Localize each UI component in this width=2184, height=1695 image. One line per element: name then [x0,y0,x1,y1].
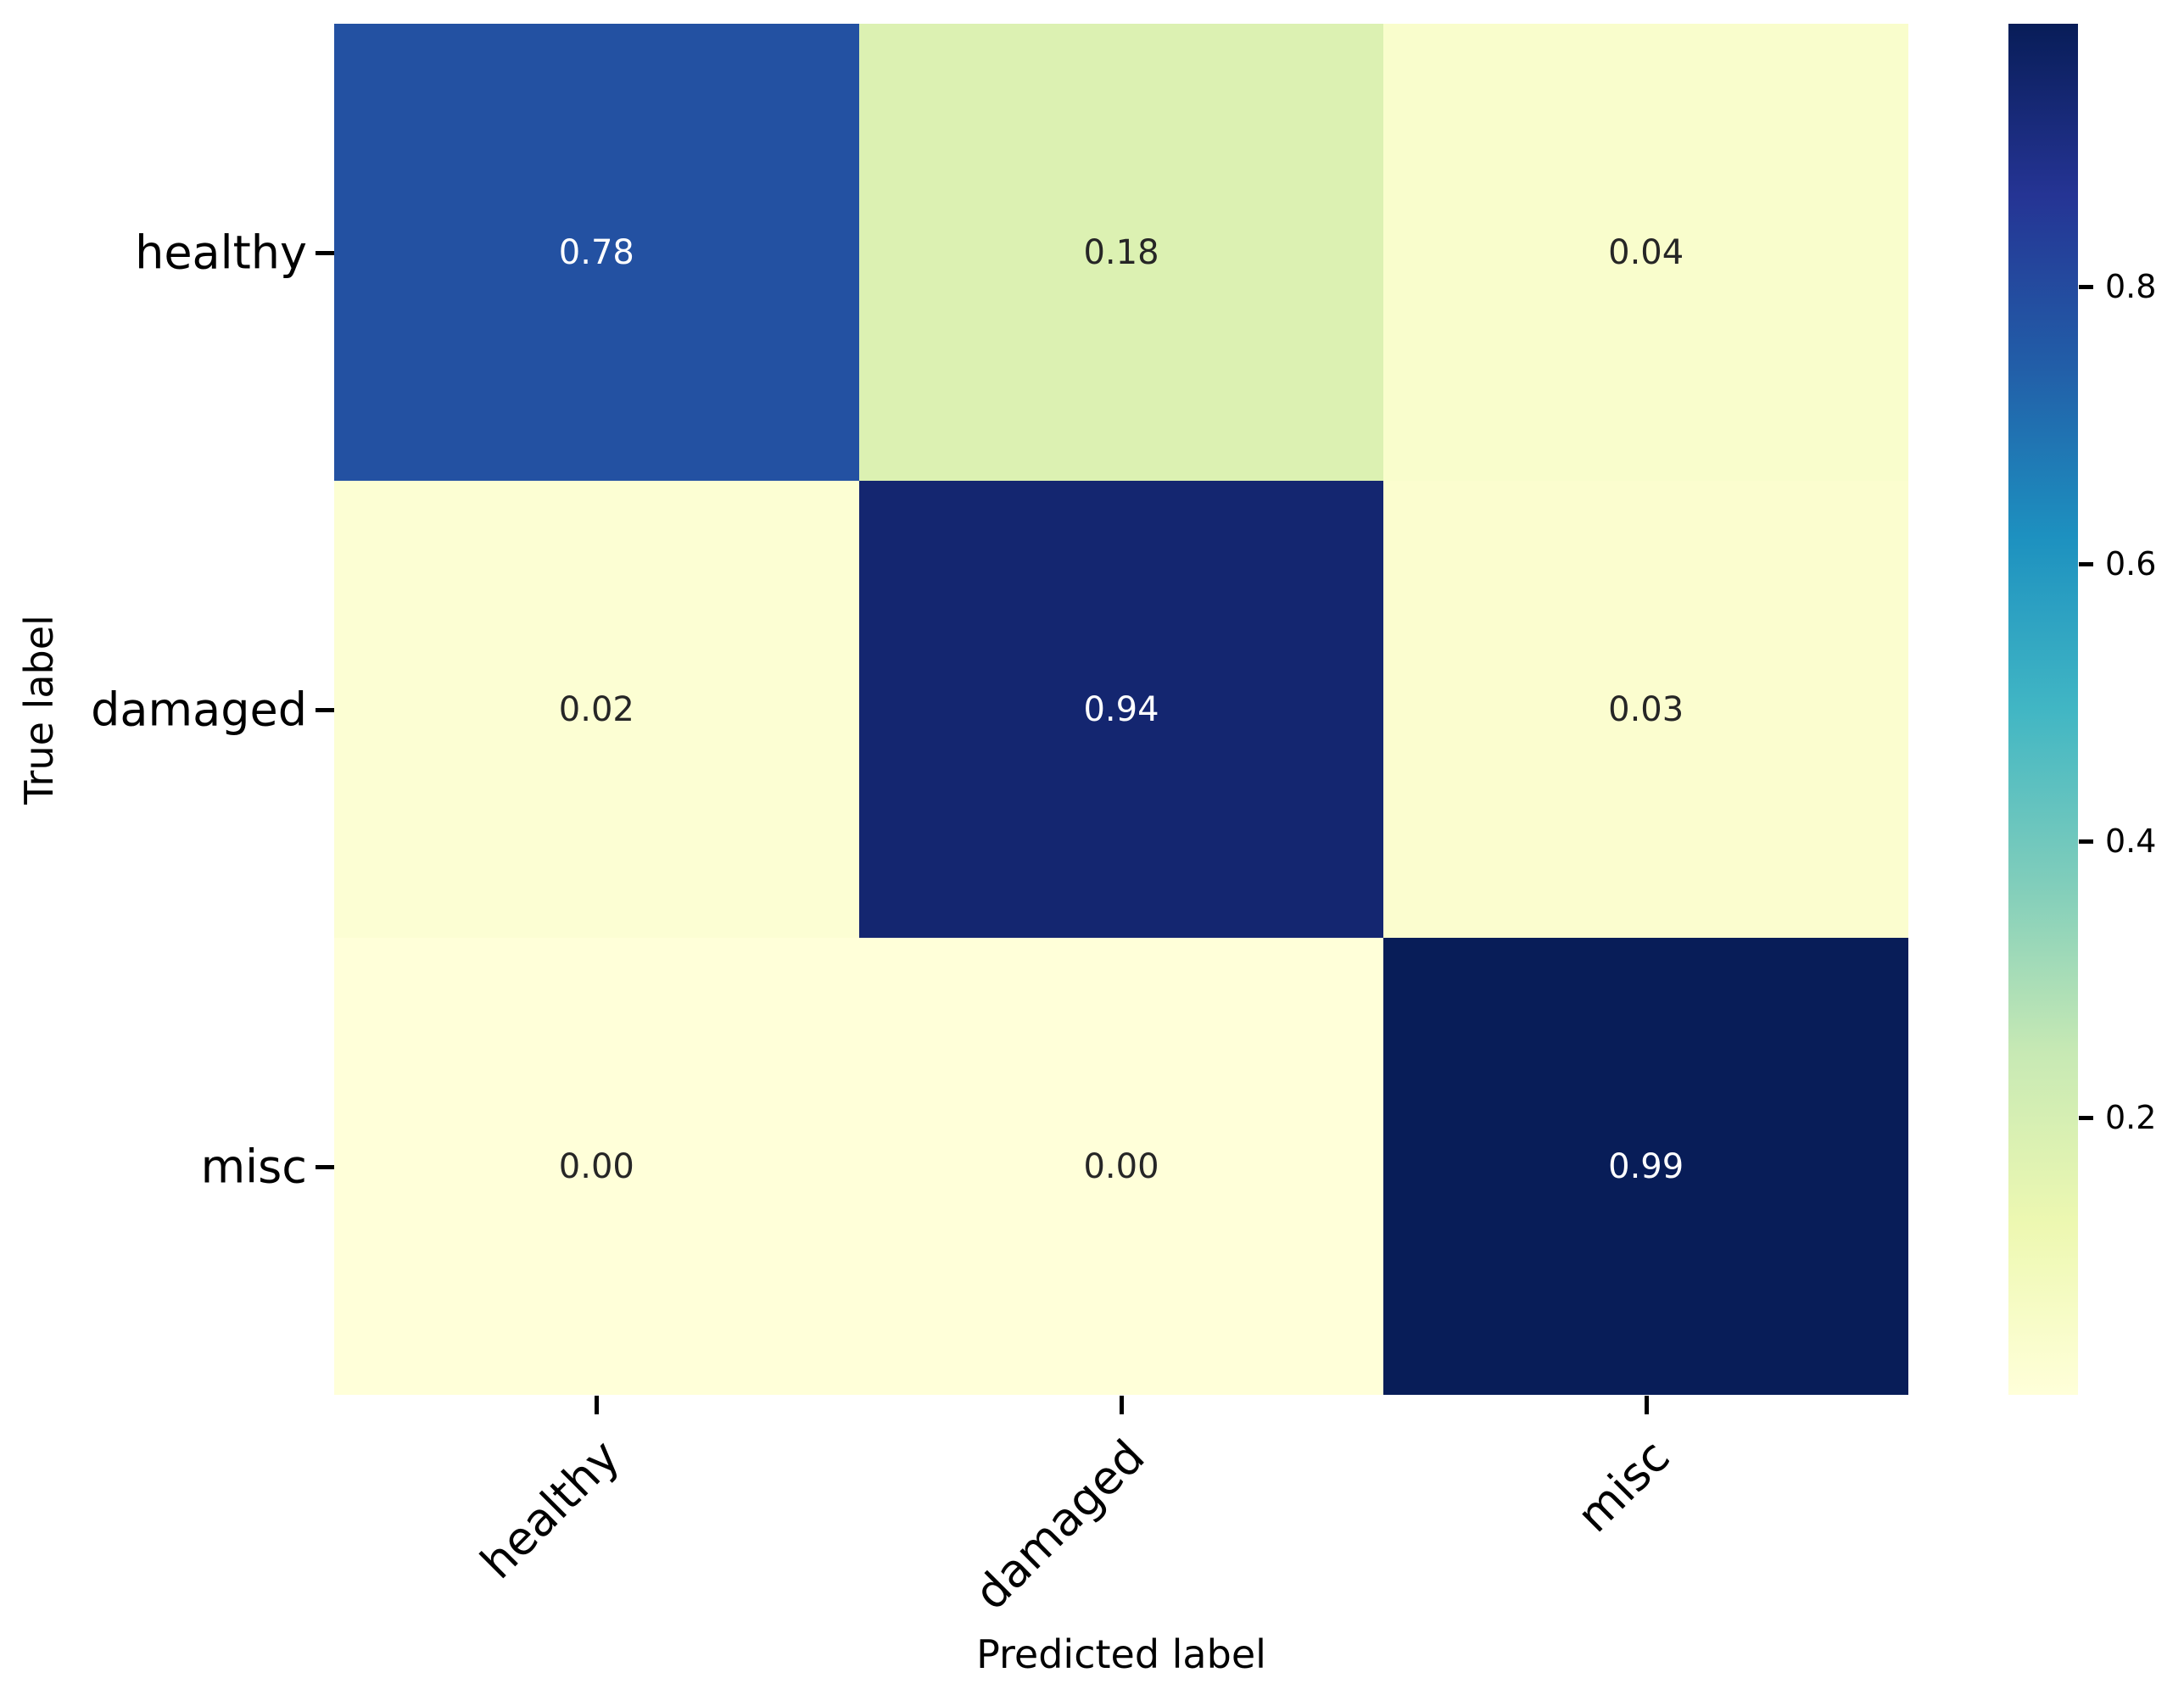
cell-value: 0.00 [1083,1146,1159,1186]
colorbar-tick-mark [2079,285,2093,290]
y-tick-label: misc [200,1140,307,1193]
x-tick-mark [1644,1396,1649,1414]
cell-value: 0.78 [558,232,634,272]
heatmap-cell: 0.04 [1383,24,1908,481]
heatmap-cell: 0.78 [334,24,859,481]
heatmap: 0.78 0.18 0.04 0.02 0.94 0.03 0.00 0.00 0.99 [334,24,1908,1395]
cell-value: 0.99 [1608,1146,1684,1186]
x-tick-label: misc [1566,1430,1680,1543]
x-axis-label: Predicted label [976,1631,1266,1677]
heatmap-cell: 0.99 [1383,938,1908,1395]
heatmap-cell: 0.18 [858,24,1384,481]
y-tick-label: damaged [91,683,307,736]
x-tick-mark [595,1396,600,1414]
heatmap-cell: 0.00 [334,938,859,1395]
colorbar-tick-label: 0.4 [2105,822,2157,860]
colorbar-tick-label: 0.6 [2105,545,2157,583]
colorbar-gradient [2008,24,2078,1395]
y-tick-mark [316,1164,334,1169]
colorbar [2008,24,2078,1395]
cell-value: 0.04 [1608,232,1684,272]
colorbar-tick-mark [2079,562,2093,566]
heatmap-cell: 0.00 [858,938,1384,1395]
cell-value: 0.00 [558,1146,634,1186]
x-tick-mark [1120,1396,1124,1414]
colorbar-tick-mark [2079,1116,2093,1121]
heatmap-cell: 0.03 [1383,481,1908,938]
y-tick-mark [316,250,334,255]
x-tick-label: healthy [470,1430,630,1590]
heatmap-cell: 0.02 [334,481,859,938]
colorbar-tick-label: 0.8 [2105,268,2157,306]
cell-value: 0.03 [1608,689,1684,729]
cell-value: 0.18 [1083,232,1159,272]
heatmap-cell: 0.94 [858,481,1384,938]
y-tick-mark [316,707,334,712]
colorbar-tick-mark [2079,839,2093,844]
y-tick-label: healthy [135,226,307,279]
y-axis-label: True label [16,615,62,805]
cell-value: 0.94 [1083,689,1159,729]
x-tick-label: damaged [964,1430,1155,1620]
colorbar-tick-label: 0.2 [2105,1099,2157,1137]
cell-value: 0.02 [558,689,634,729]
